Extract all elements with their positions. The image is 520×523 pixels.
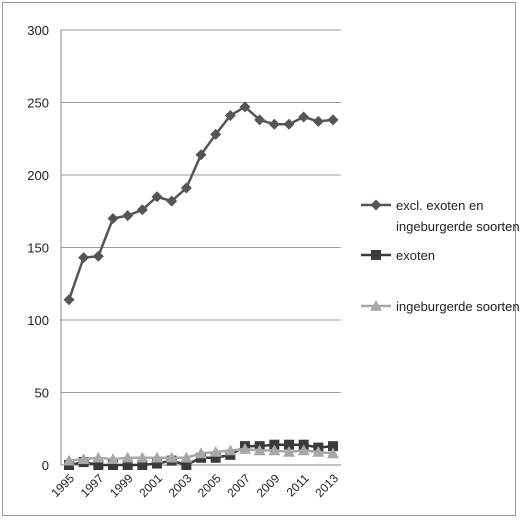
data-point-1	[137, 460, 148, 470]
data-point-2	[136, 451, 149, 463]
data-point-0	[78, 252, 90, 264]
data-point-0	[195, 149, 207, 161]
data-point-1	[152, 458, 162, 469]
legend-label-0: ingeburgerde soorten	[396, 219, 520, 234]
data-point-2	[224, 444, 237, 456]
y-tick-label: 300	[27, 23, 49, 38]
x-tick-label: 1999	[107, 471, 136, 500]
data-point-2	[209, 445, 222, 457]
x-tick-label: 2007	[224, 471, 253, 500]
data-point-0	[224, 110, 236, 122]
data-point-2	[107, 453, 119, 464]
data-point-2	[92, 451, 105, 463]
legend-label-0: excl. exoten en	[396, 198, 483, 213]
y-tick-label: 100	[27, 313, 49, 328]
data-point-0	[151, 191, 163, 203]
x-tick-label: 2009	[254, 471, 283, 500]
y-tick-label: 200	[27, 168, 49, 183]
data-point-2	[180, 451, 193, 463]
data-point-2	[151, 451, 163, 463]
data-point-0	[180, 182, 192, 194]
y-tick-label: 150	[27, 241, 49, 256]
data-point-1	[122, 460, 133, 470]
data-point-1	[328, 441, 338, 452]
data-point-0	[136, 204, 148, 216]
data-point-0	[312, 115, 324, 127]
data-point-0	[327, 114, 339, 126]
data-point-2	[283, 445, 295, 457]
data-point-0	[92, 250, 104, 262]
data-point-2	[327, 447, 339, 459]
data-point-0	[210, 128, 222, 140]
data-point-0	[283, 118, 295, 130]
data-point-1	[93, 460, 104, 470]
data-point-0	[268, 118, 280, 130]
data-point-2	[253, 444, 266, 456]
data-point-0	[166, 195, 178, 207]
data-point-1	[181, 460, 192, 470]
x-tick-label: 2001	[136, 471, 165, 500]
data-point-2	[239, 443, 251, 454]
x-tick-label: 2013	[312, 471, 341, 500]
data-point-2	[63, 454, 75, 466]
data-point-2	[121, 451, 134, 463]
x-tick-label: 2005	[195, 471, 224, 500]
x-tick-label: 2003	[166, 471, 195, 500]
data-point-2	[312, 445, 325, 457]
data-point-2	[77, 453, 90, 464]
data-point-0	[298, 111, 310, 123]
x-tick-label: 1997	[78, 471, 107, 500]
y-tick-label: 50	[35, 386, 49, 401]
data-point-0	[122, 210, 134, 222]
data-point-1	[284, 439, 294, 450]
data-point-2	[195, 447, 207, 459]
y-tick-label: 250	[27, 96, 49, 111]
data-point-2	[268, 444, 281, 456]
x-tick-label: 2011	[284, 471, 312, 499]
legend-marker-2	[370, 300, 382, 311]
chart-frame: 0 50 100 150 200 250 300 1995 1997 1999 2001 2003 20…	[2, 2, 520, 516]
data-point-0	[63, 294, 75, 306]
data-point-0	[239, 101, 251, 113]
series-line-0	[67, 105, 334, 301]
x-tick-label: 1995	[48, 471, 77, 500]
legend-label-1: exoten	[396, 248, 435, 263]
y-tick-label: 0	[42, 458, 49, 473]
data-point-1	[108, 460, 118, 470]
data-point-0	[107, 213, 119, 224]
data-point-1	[210, 452, 221, 463]
legend-label-2: ingeburgerde soorten	[396, 299, 520, 314]
legend-marker-1	[371, 250, 381, 260]
data-point-2	[165, 451, 178, 463]
data-point-2	[297, 444, 310, 456]
legend-marker-0	[370, 199, 382, 211]
